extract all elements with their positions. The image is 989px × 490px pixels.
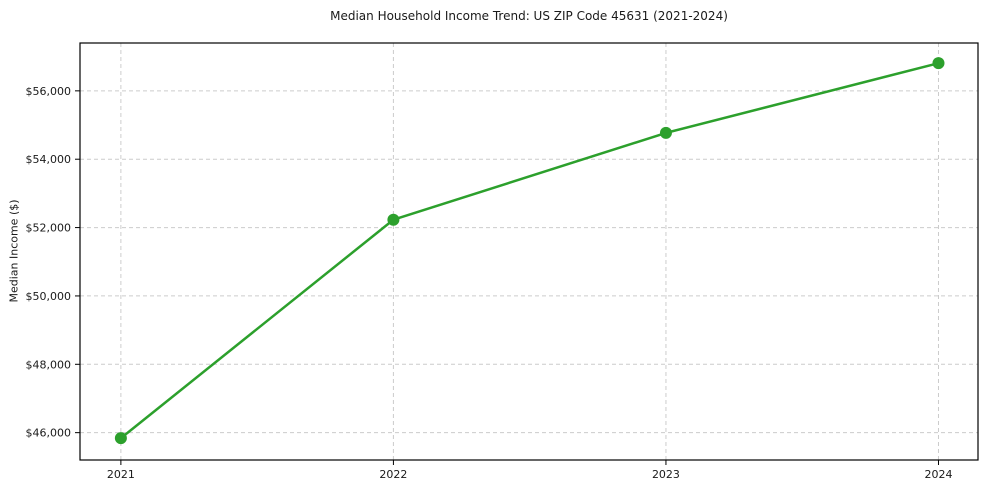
y-tick-label: $46,000	[26, 427, 72, 440]
x-tick-label: 2024	[924, 468, 952, 481]
data-point-2023	[659, 126, 672, 139]
plot-border	[79, 42, 979, 461]
y-tick-label: $50,000	[26, 290, 72, 303]
data-point-2022	[387, 213, 400, 226]
data-point-2021	[114, 432, 127, 445]
y-tick-label: $52,000	[26, 222, 72, 235]
x-tick-label: 2021	[107, 468, 135, 481]
x-tick-label: 2023	[652, 468, 680, 481]
y-tick-label: $56,000	[26, 85, 72, 98]
data-point-2024	[932, 57, 945, 70]
x-tick-label: 2022	[379, 468, 407, 481]
y-tick-label: $48,000	[26, 358, 72, 371]
chart-title: Median Household Income Trend: US ZIP Co…	[330, 9, 728, 23]
y-tick-label: $54,000	[26, 153, 72, 166]
income-trend-line	[119, 61, 940, 440]
